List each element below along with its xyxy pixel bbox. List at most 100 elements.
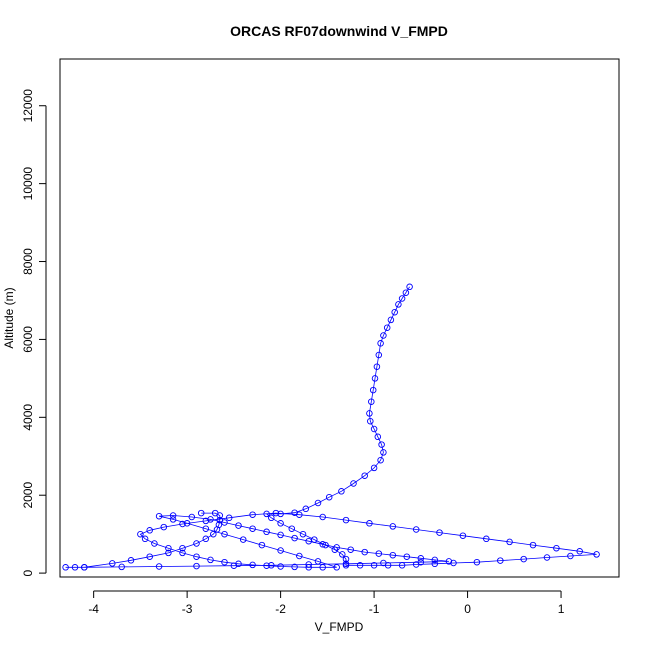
data-point xyxy=(221,530,228,538)
data-point xyxy=(249,511,256,518)
data-point xyxy=(319,564,326,571)
data-point xyxy=(383,324,391,331)
data-point xyxy=(339,551,346,558)
data-point xyxy=(305,561,312,568)
data-point xyxy=(473,558,481,566)
data-point xyxy=(567,552,574,560)
data-point xyxy=(347,546,354,553)
data-point xyxy=(361,472,368,479)
data-point xyxy=(412,526,420,533)
data-point xyxy=(380,449,387,456)
data-point xyxy=(371,375,379,382)
data-point xyxy=(183,520,191,527)
y-axis-label: Altitude (m) xyxy=(2,287,16,348)
x-axis-label: V_FMPD xyxy=(315,620,364,634)
data-point xyxy=(277,531,284,539)
data-point xyxy=(380,559,387,567)
y-tick-label: 4000 xyxy=(21,404,35,431)
data-point xyxy=(314,558,322,565)
data-point xyxy=(193,540,200,547)
data-point xyxy=(553,544,560,552)
y-tick-label: 12000 xyxy=(21,89,35,123)
data-point xyxy=(202,517,210,525)
data-point xyxy=(368,398,375,405)
data-point xyxy=(370,562,378,569)
data-point xyxy=(169,512,177,519)
data-point xyxy=(249,561,256,569)
data-point xyxy=(230,562,238,569)
y-tick-label: 8000 xyxy=(21,248,35,275)
x-tick-label: 1 xyxy=(558,602,565,616)
series-line xyxy=(65,286,597,568)
data-point xyxy=(207,516,214,523)
data-point xyxy=(141,535,149,543)
data-point xyxy=(576,548,583,555)
data-point xyxy=(272,509,280,517)
data-point xyxy=(235,522,242,529)
data-point xyxy=(291,534,298,542)
data-point xyxy=(319,513,326,521)
data-point xyxy=(402,289,410,296)
plot-series xyxy=(62,283,600,571)
data-point xyxy=(296,511,303,518)
data-point xyxy=(342,560,350,568)
data-point xyxy=(370,464,378,472)
data-point xyxy=(263,528,270,536)
data-point xyxy=(207,556,214,564)
x-tick-label: -4 xyxy=(88,602,99,616)
data-point xyxy=(305,564,312,571)
data-point xyxy=(378,441,385,448)
data-point xyxy=(369,386,377,394)
data-point xyxy=(165,549,172,557)
data-point xyxy=(436,529,443,536)
y-tick-label: 6000 xyxy=(21,326,35,353)
data-point xyxy=(160,523,168,531)
data-point xyxy=(215,521,223,529)
data-point xyxy=(367,417,374,425)
data-point xyxy=(165,544,172,552)
data-point xyxy=(288,525,296,532)
data-point xyxy=(179,549,186,557)
data-point xyxy=(263,562,270,569)
data-point xyxy=(374,433,382,441)
data-point xyxy=(342,516,350,524)
data-point xyxy=(137,530,144,538)
y-tick-label: 2000 xyxy=(21,482,35,509)
data-point xyxy=(193,562,200,570)
data-point xyxy=(210,530,217,538)
x-tick-label: -2 xyxy=(275,602,286,616)
data-point xyxy=(380,332,387,339)
data-point xyxy=(155,512,163,520)
data-point xyxy=(277,563,284,570)
data-point xyxy=(146,527,153,534)
data-point xyxy=(483,535,490,543)
data-point xyxy=(366,410,373,417)
data-point xyxy=(450,559,457,567)
data-point xyxy=(325,493,333,501)
y-axis: 0 2000 4000 6000 8000 10000 12000 xyxy=(21,89,47,576)
data-point xyxy=(193,553,200,560)
data-point xyxy=(529,541,537,549)
data-point xyxy=(118,563,125,571)
data-point xyxy=(417,558,425,566)
data-point xyxy=(445,558,453,565)
data-point xyxy=(249,525,256,532)
data-point xyxy=(155,563,163,570)
data-point xyxy=(338,488,345,495)
data-point xyxy=(520,555,527,563)
x-tick-label: 0 xyxy=(464,602,471,616)
data-point xyxy=(258,541,266,549)
data-point xyxy=(389,551,397,559)
data-point xyxy=(431,556,439,564)
data-point xyxy=(291,563,298,571)
data-point xyxy=(239,536,247,543)
data-point xyxy=(268,514,275,522)
data-point xyxy=(211,509,219,517)
data-point xyxy=(169,516,177,523)
data-point xyxy=(179,520,186,528)
data-point xyxy=(299,530,307,538)
data-point xyxy=(109,560,116,567)
data-point xyxy=(302,505,310,513)
data-point xyxy=(225,514,233,522)
